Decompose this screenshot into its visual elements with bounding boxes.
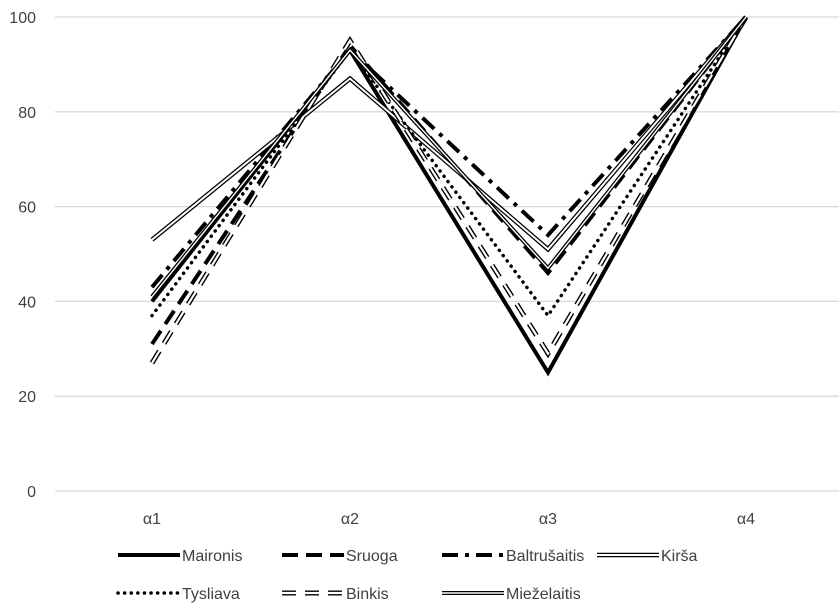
legend: Maironis Sruoga Baltrušaitis Kirša Tysliava B…	[116, 548, 698, 603]
gridlines	[55, 16, 839, 492]
series-line-tysliava	[150, 15, 748, 319]
legend-label: Kirša	[661, 548, 698, 565]
x-tick-label: α3	[539, 511, 557, 528]
legend-label: Mieželaitis	[506, 586, 581, 603]
legend-label: Tysliava	[182, 586, 240, 603]
legend-label: Maironis	[182, 548, 242, 565]
legend-item-sruoga: Sruoga	[282, 548, 398, 565]
y-axis-ticks: 0 20 40 60 80 100	[9, 10, 36, 501]
legend-label: Sruoga	[346, 548, 398, 565]
series-line-kirša	[150, 15, 748, 253]
legend-item-mieželaitis: Mieželaitis	[442, 586, 581, 603]
legend-item-maironis: Maironis	[118, 548, 242, 565]
legend-item-baltrušaitis: Baltrušaitis	[442, 548, 584, 565]
legend-item-kirša: Kirša	[597, 548, 698, 565]
legend-label: Binkis	[346, 586, 389, 603]
y-tick-label: 100	[9, 10, 36, 27]
legend-item-binkis: Binkis	[282, 586, 389, 603]
y-tick-label: 80	[18, 105, 36, 122]
y-tick-label: 20	[18, 389, 36, 406]
y-tick-label: 60	[18, 200, 36, 217]
x-tick-label: α4	[737, 511, 755, 528]
x-tick-label: α1	[143, 511, 161, 528]
y-tick-label: 40	[18, 294, 36, 311]
legend-label: Baltrušaitis	[506, 548, 584, 565]
series-line-binkis	[149, 15, 749, 365]
x-axis-ticks: α1 α2 α3 α4	[143, 511, 755, 528]
legend-item-tysliava: Tysliava	[116, 586, 240, 603]
series-lines	[149, 15, 749, 377]
series-line-mieželaitis	[150, 15, 748, 298]
series-line-baltrušaitis	[150, 15, 748, 289]
y-tick-label: 0	[27, 484, 36, 501]
x-tick-label: α2	[341, 511, 359, 528]
